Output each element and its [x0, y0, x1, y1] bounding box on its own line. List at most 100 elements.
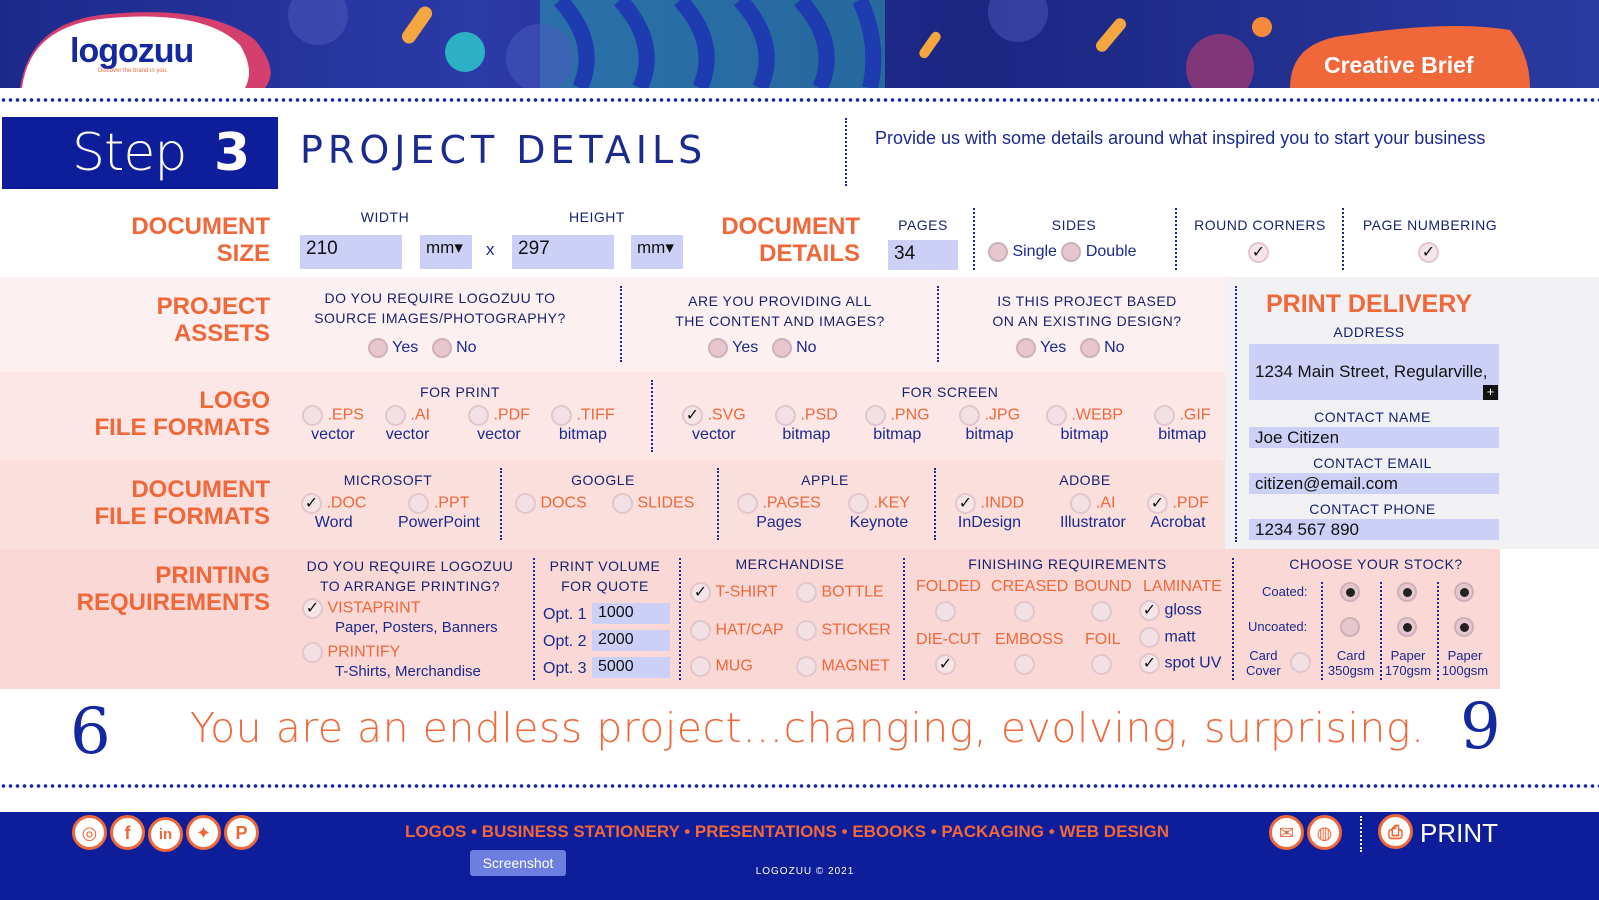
coated-card350-radio[interactable]: [1340, 582, 1360, 602]
format-option[interactable]: DOCS: [515, 493, 587, 514]
print-button[interactable]: ⎙ PRINT: [1378, 814, 1498, 849]
contact-name-input[interactable]: Joe Citizen: [1249, 427, 1499, 448]
format-option[interactable]: .PAGES Pages: [737, 493, 821, 532]
sides-single-radio[interactable]: [988, 242, 1008, 262]
sticker-option[interactable]: STICKER: [796, 620, 891, 641]
format-option[interactable]: .JPG bitmap: [959, 405, 1020, 444]
mug-option[interactable]: MUG: [690, 656, 753, 677]
format-option[interactable]: .WEBP bitmap: [1046, 405, 1123, 444]
bottle-option[interactable]: BOTTLE: [796, 582, 884, 603]
spotuv-option[interactable]: ✓ spot UV: [1139, 653, 1221, 674]
format-option[interactable]: .PNG bitmap: [865, 405, 930, 444]
format-sub-label: bitmap: [782, 426, 831, 443]
no-radio[interactable]: [771, 338, 792, 358]
format-checkbox[interactable]: ✓: [955, 493, 976, 514]
creative-brief-badge: Creative Brief: [1324, 52, 1474, 78]
format-checkbox[interactable]: [848, 493, 869, 514]
sides-double-radio[interactable]: [1061, 242, 1082, 262]
format-checkbox[interactable]: [385, 405, 406, 426]
globe-icon[interactable]: ◍: [1307, 815, 1342, 850]
divider: [620, 286, 622, 362]
format-option[interactable]: .PPT PowerPoint: [398, 493, 480, 532]
printify-option[interactable]: PRINTIFY: [302, 642, 400, 663]
matt-option[interactable]: matt: [1139, 627, 1196, 648]
folded-checkbox[interactable]: [935, 601, 956, 622]
card-cover-checkbox[interactable]: [1290, 652, 1311, 673]
format-checkbox[interactable]: [612, 493, 633, 514]
format-option[interactable]: .PSD bitmap: [775, 405, 838, 444]
contact-phone-input[interactable]: 1234 567 890: [1249, 519, 1499, 540]
format-option[interactable]: .TIFF bitmap: [551, 405, 615, 444]
format-option[interactable]: .EPS vector: [302, 405, 364, 444]
format-checkbox[interactable]: [468, 405, 489, 426]
emboss-checkbox[interactable]: [1014, 654, 1035, 675]
height-input[interactable]: 297: [512, 235, 614, 269]
bound-checkbox[interactable]: [1091, 601, 1112, 622]
printify-checkbox[interactable]: [302, 642, 323, 663]
yes-radio[interactable]: [1016, 338, 1036, 358]
format-checkbox[interactable]: [1046, 405, 1067, 426]
format-checkbox[interactable]: ✓: [682, 405, 703, 426]
format-checkbox[interactable]: [959, 405, 980, 426]
format-option[interactable]: .AI vector: [385, 405, 430, 444]
diecut-checkbox[interactable]: ✓: [935, 654, 956, 675]
format-checkbox[interactable]: [551, 405, 572, 426]
pinterest-icon[interactable]: P: [224, 815, 259, 850]
format-checkbox[interactable]: [865, 405, 886, 426]
format-option[interactable]: ✓ .DOC Word: [301, 493, 366, 532]
instagram-icon[interactable]: ◎: [72, 815, 107, 850]
format-checkbox[interactable]: [775, 405, 796, 426]
format-checkbox[interactable]: [1154, 405, 1175, 426]
opt1-input[interactable]: 1000: [592, 603, 670, 624]
facebook-icon[interactable]: f: [110, 815, 145, 850]
format-checkbox[interactable]: [515, 493, 536, 514]
page-numbering-checkbox[interactable]: ✓: [1418, 242, 1439, 263]
format-checkbox[interactable]: ✓: [301, 493, 322, 514]
format-option[interactable]: SLIDES: [612, 493, 694, 514]
yes-radio[interactable]: [368, 338, 388, 358]
footer-links[interactable]: LOGOS • BUSINESS STATIONERY • PRESENTATI…: [405, 822, 1169, 841]
foil-checkbox[interactable]: [1091, 654, 1112, 675]
format-checkbox[interactable]: [737, 493, 758, 514]
format-checkbox[interactable]: [1070, 493, 1092, 514]
format-option[interactable]: ✓ .SVG vector: [682, 405, 746, 444]
linkedin-icon[interactable]: in: [148, 817, 183, 852]
uncoated-paper100-radio[interactable]: [1454, 617, 1474, 637]
vistaprint-checkbox[interactable]: ✓: [302, 598, 323, 619]
format-option[interactable]: ✓ .INDD InDesign: [955, 493, 1024, 532]
contact-email-input[interactable]: citizen@email.com: [1249, 473, 1499, 494]
yes-radio[interactable]: [708, 338, 728, 358]
format-option[interactable]: .KEY Keynote: [848, 493, 910, 532]
width-input[interactable]: 210: [300, 235, 402, 269]
format-checkbox[interactable]: [302, 405, 323, 426]
coated-paper170-radio[interactable]: [1397, 582, 1417, 602]
height-unit-select[interactable]: mm▾: [631, 235, 683, 269]
creased-checkbox[interactable]: [1014, 601, 1035, 622]
format-option[interactable]: .GIF bitmap: [1154, 405, 1211, 444]
vistaprint-option[interactable]: ✓ VISTAPRINT: [302, 598, 421, 619]
no-radio[interactable]: [431, 338, 452, 358]
hatcap-option[interactable]: HAT/CAP: [690, 620, 784, 641]
magnet-option[interactable]: MAGNET: [796, 656, 890, 677]
format-option[interactable]: .AI Illustrator: [1060, 493, 1126, 532]
opt2-input[interactable]: 2000: [592, 630, 670, 651]
format-option[interactable]: .PDF vector: [468, 405, 530, 444]
pages-input[interactable]: 34: [888, 240, 958, 270]
uncoated-paper170-radio[interactable]: [1397, 617, 1417, 637]
email-icon[interactable]: ✉: [1269, 815, 1304, 850]
coated-paper100-radio[interactable]: [1454, 582, 1474, 602]
format-checkbox[interactable]: ✓: [1147, 493, 1168, 514]
gloss-option[interactable]: ✓ gloss: [1139, 600, 1202, 621]
twitter-icon[interactable]: ✦: [186, 815, 221, 850]
tshirt-option[interactable]: ✓ T-SHIRT: [690, 582, 777, 603]
width-unit-select[interactable]: mm▾: [420, 235, 472, 269]
uncoated-card350-radio[interactable]: [1340, 617, 1360, 637]
opt3-input[interactable]: 5000: [592, 657, 670, 678]
format-checkbox[interactable]: [408, 493, 430, 514]
format-option[interactable]: ✓ .PDF Acrobat: [1147, 493, 1209, 532]
expand-icon[interactable]: +: [1483, 385, 1498, 400]
address-input[interactable]: 1234 Main Street, Regularville,: [1249, 344, 1499, 400]
address-label: ADDRESS: [1333, 324, 1405, 340]
no-radio[interactable]: [1079, 338, 1100, 358]
round-corners-checkbox[interactable]: ✓: [1248, 242, 1269, 263]
